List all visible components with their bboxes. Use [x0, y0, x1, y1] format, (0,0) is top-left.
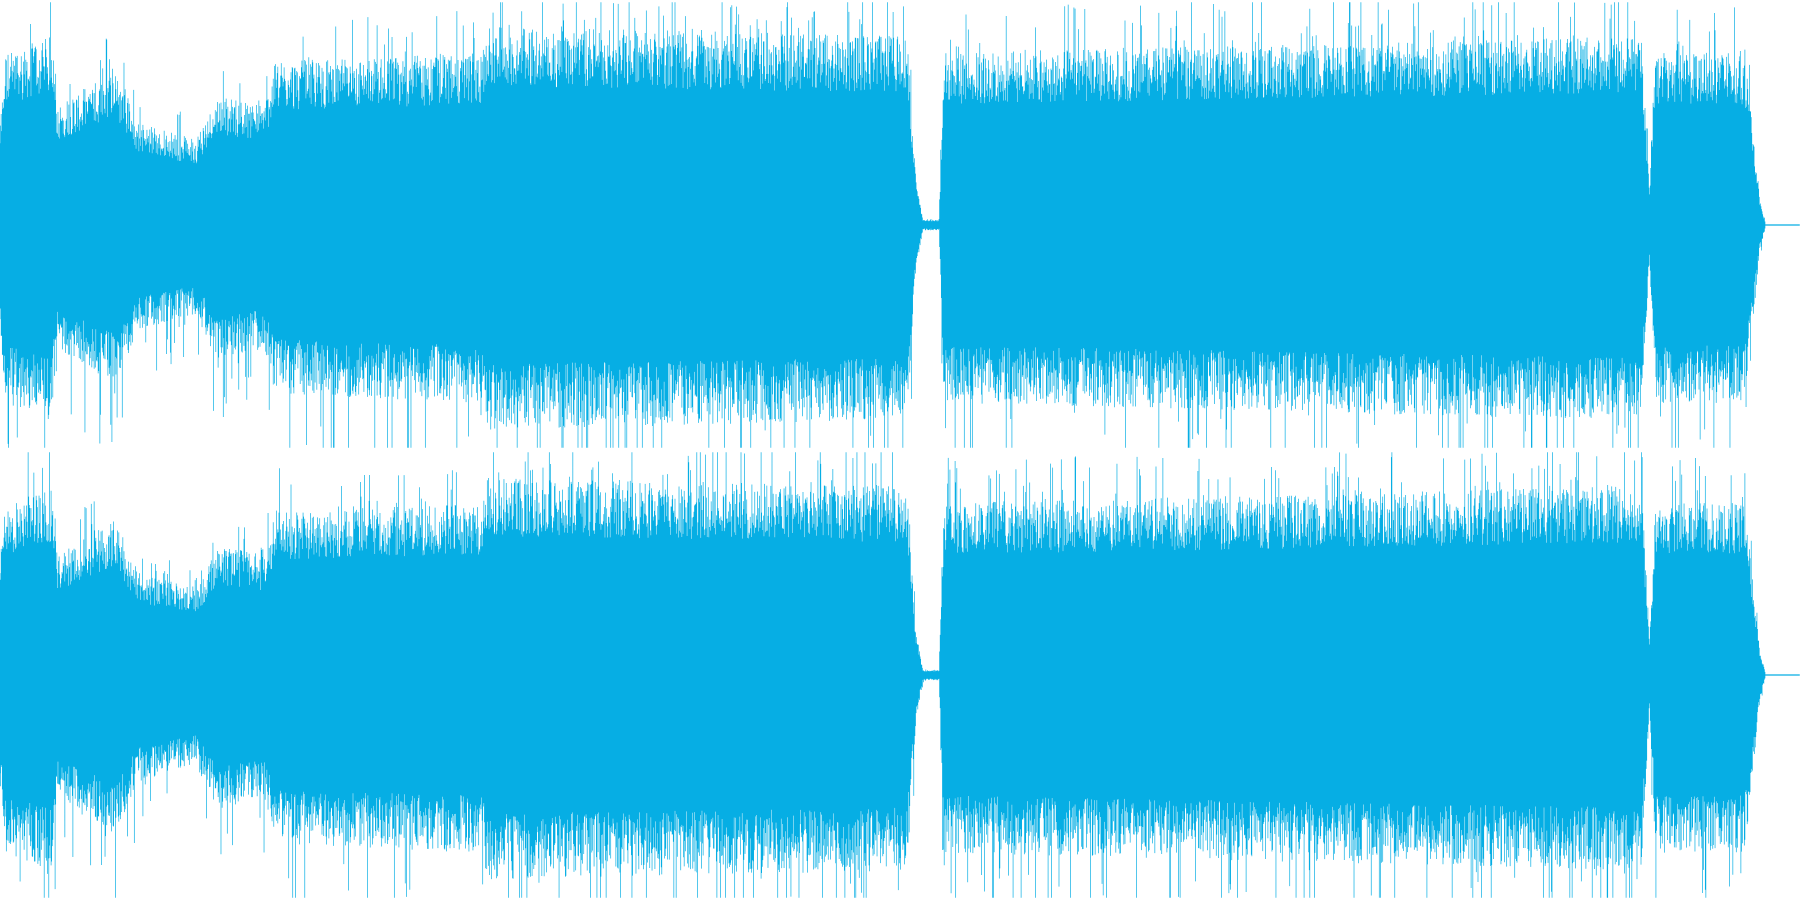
- waveform-channel: [0, 452, 1800, 898]
- waveform-channel: [0, 2, 1800, 448]
